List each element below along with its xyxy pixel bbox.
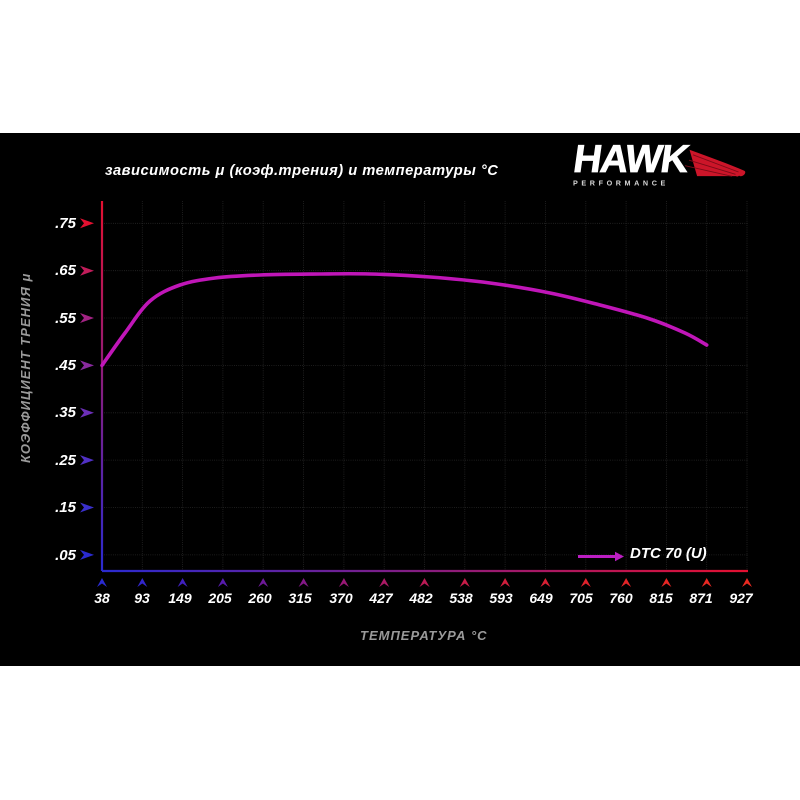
svg-text:PERFORMANCE: PERFORMANCE xyxy=(573,179,669,188)
svg-text:HAWK: HAWK xyxy=(572,143,692,181)
